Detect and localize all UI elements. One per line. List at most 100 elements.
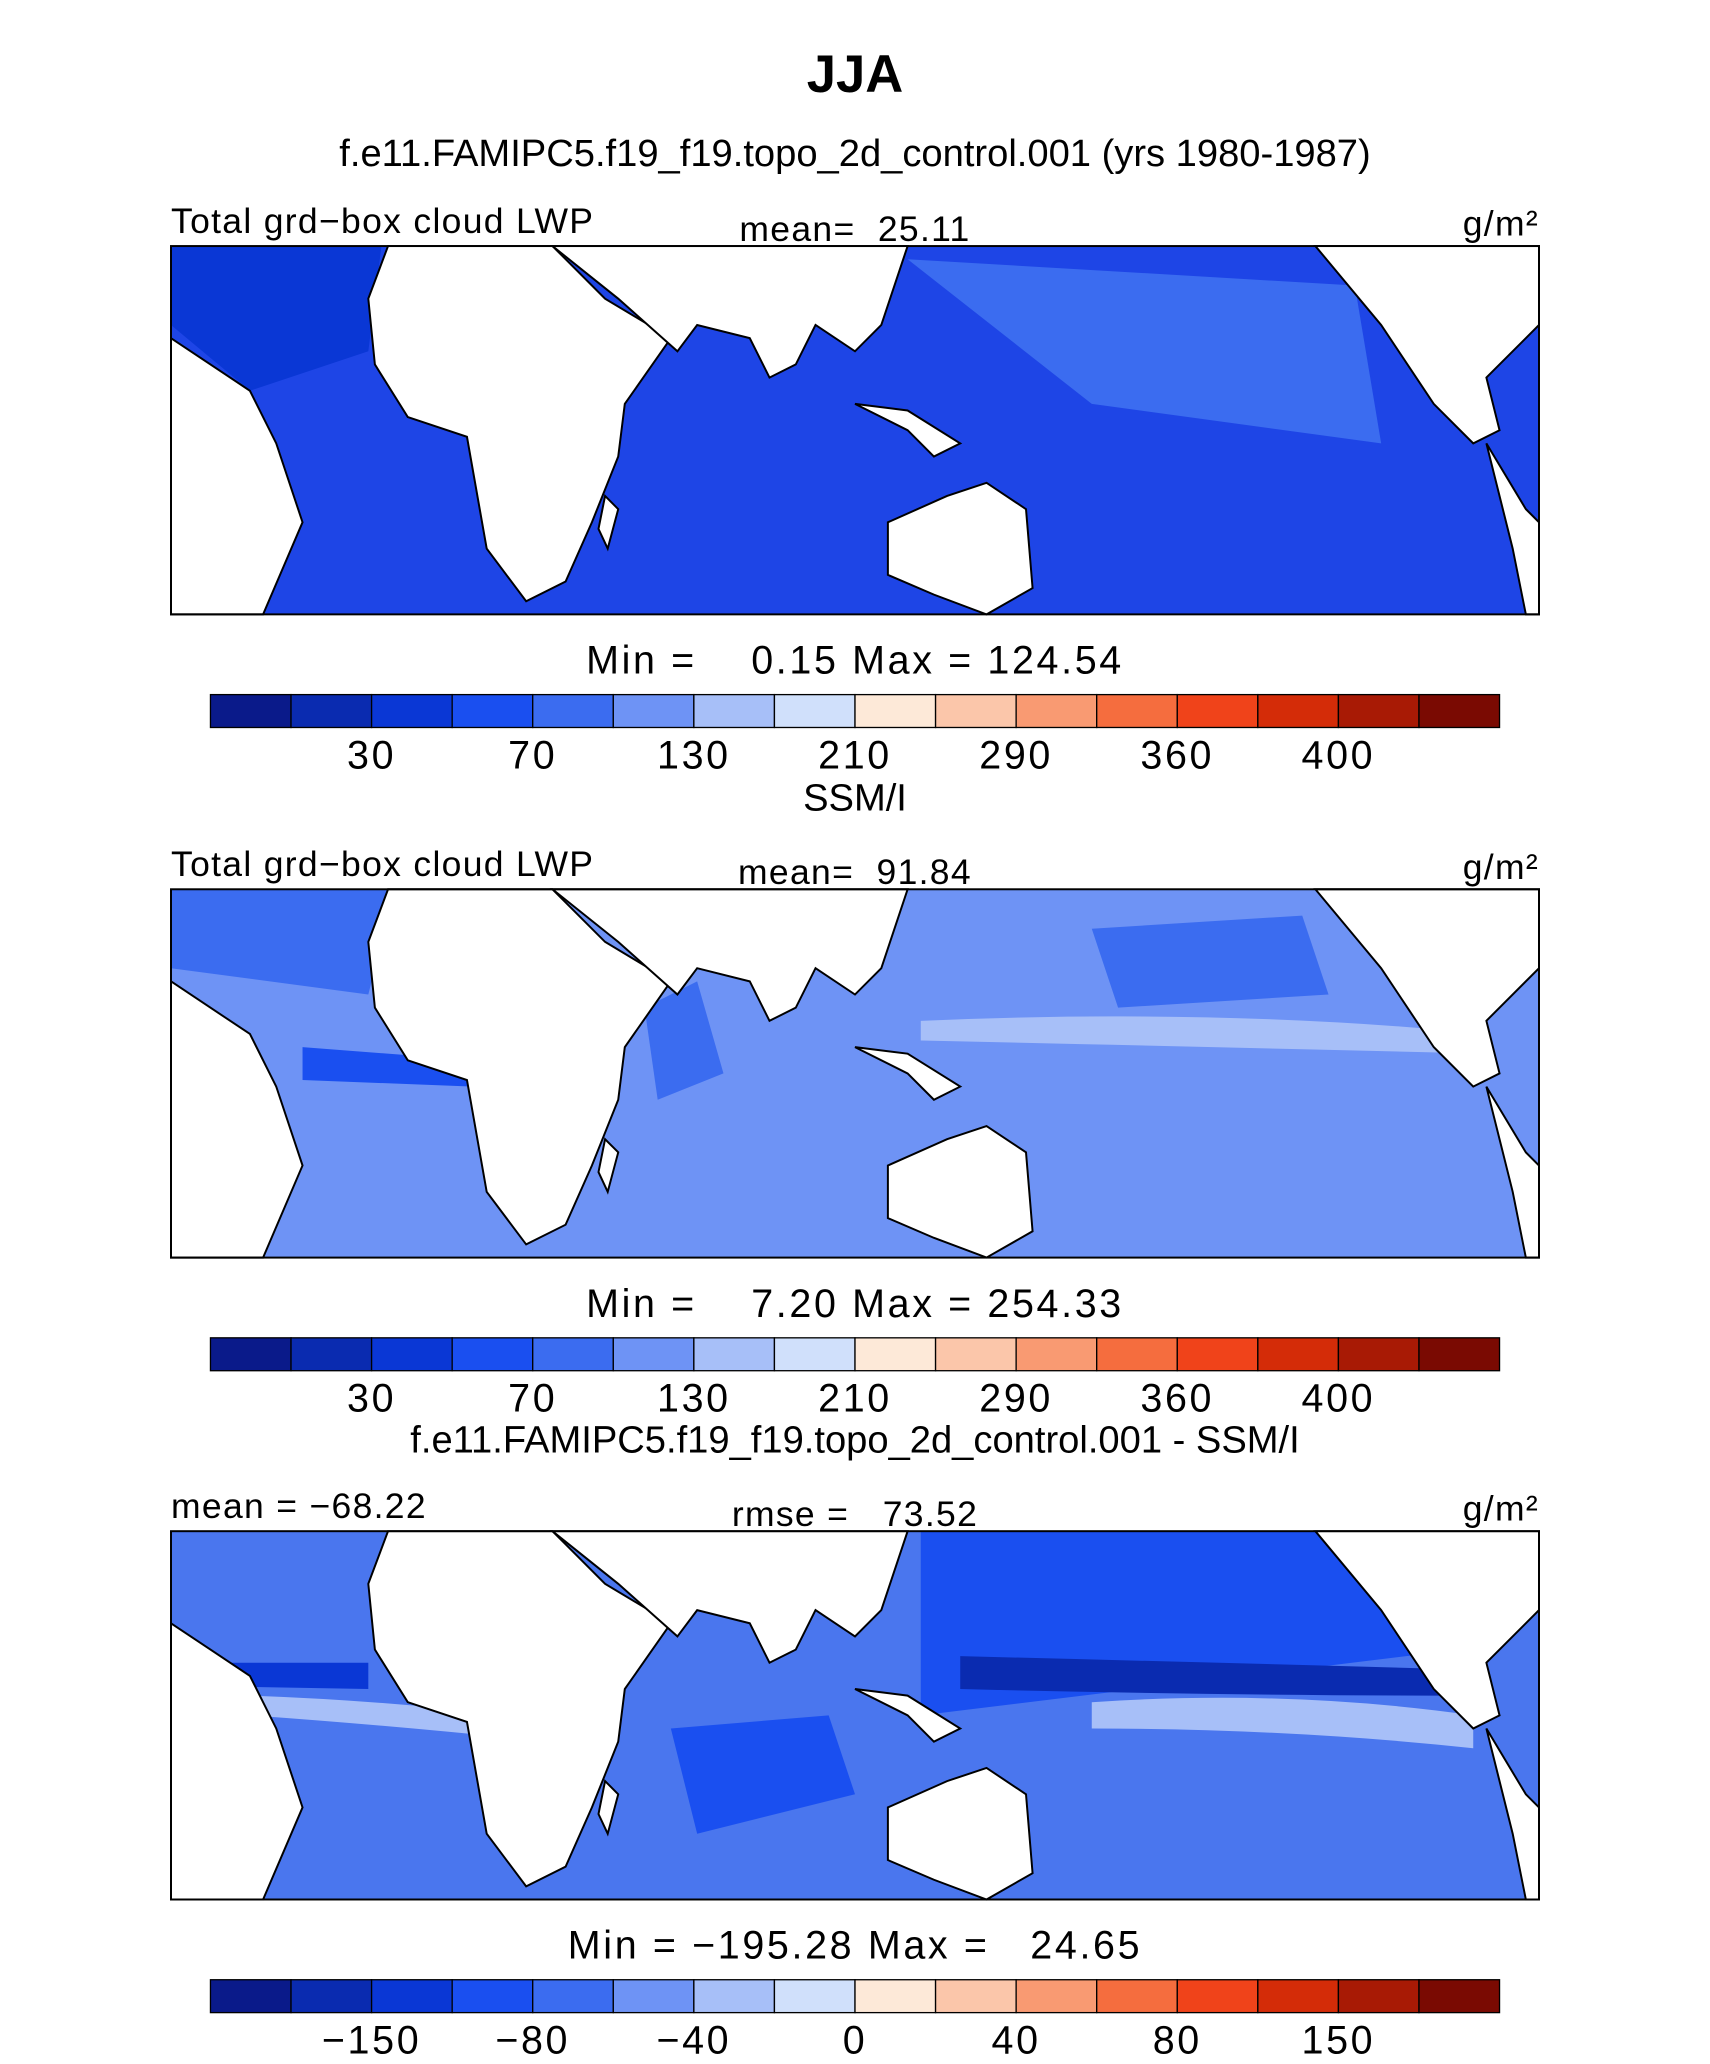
map [170, 245, 1540, 616]
min-max: Min = −195.28 Max = 24.65 [568, 1924, 1142, 1968]
land [886, 1124, 1034, 1259]
colorbar-box [1015, 693, 1098, 729]
colorbar-box [693, 693, 776, 729]
colorbar-box [1096, 1979, 1178, 2014]
colorbar-box [1418, 1337, 1501, 1372]
colorbar-label: 400 [1302, 1376, 1376, 1420]
contour-region [907, 259, 1382, 444]
panel-center-label: mean= 25.11 [739, 209, 970, 249]
colorbar-box [290, 1337, 373, 1372]
colorbar-label: 130 [657, 1376, 731, 1420]
contour-region [670, 1715, 855, 1834]
land [597, 1779, 620, 1837]
colorbar-box [1096, 1337, 1178, 1372]
colorbar-box [532, 1337, 614, 1372]
colorbar-label: 210 [818, 733, 892, 777]
colorbar-box [370, 693, 453, 729]
colorbar-label: 360 [1140, 1376, 1214, 1420]
colorbar-box [1257, 693, 1340, 729]
panel-heading: SSM/I [803, 776, 907, 819]
colorbar-box [1418, 1979, 1501, 2014]
colorbar-box [854, 1337, 937, 1372]
land [549, 245, 909, 379]
panel-center-label: rmse = 73.52 [732, 1494, 978, 1534]
colorbar-box [1176, 1979, 1259, 2014]
map-frame [170, 1530, 1540, 1901]
panel-center-label: mean= 91.84 [738, 852, 972, 892]
panel-heading: f.e11.FAMIPC5.f19_f19.topo_2d_control.00… [339, 132, 1370, 175]
panel-left-label: mean = −68.22 [171, 1486, 427, 1526]
colorbar-label: 290 [979, 733, 1053, 777]
colorbar-box [532, 693, 614, 729]
land [597, 493, 620, 552]
colorbar-box [612, 1337, 695, 1372]
colorbar-box [209, 1337, 292, 1372]
panel-units: g/m² [1463, 1489, 1539, 1529]
land [886, 481, 1034, 616]
colorbar-label: 400 [1302, 733, 1376, 777]
colorbar-box [773, 693, 856, 729]
land [597, 1137, 620, 1195]
colorbar-box [693, 1337, 776, 1372]
figure-title: JJA [807, 45, 904, 104]
contour-region [171, 246, 382, 391]
colorbar-label: 130 [657, 733, 731, 777]
land [886, 1766, 1034, 1901]
colorbar-box [532, 1979, 614, 2014]
colorbar-box [451, 693, 534, 729]
colorbar-label: 290 [979, 1376, 1053, 1420]
map-frame [170, 888, 1540, 1259]
colorbar-label: 360 [1140, 733, 1214, 777]
colorbar-box [1337, 693, 1420, 729]
map [170, 1530, 1540, 1901]
land [854, 402, 963, 458]
colorbar-label: 70 [508, 1376, 557, 1420]
contour-region [644, 981, 724, 1100]
colorbar-box [1015, 1337, 1098, 1372]
colorbar-box [934, 1337, 1017, 1372]
colorbar-box [693, 1979, 776, 2014]
panel-left-label: Total grd−box cloud LWP [171, 844, 594, 884]
land [854, 1046, 963, 1101]
land [549, 888, 909, 1023]
contour-region [960, 1656, 1461, 1696]
colorbar-box [1337, 1979, 1420, 2014]
colorbar-label: 40 [992, 2018, 1041, 2062]
panel-units: g/m² [1463, 204, 1539, 244]
colorbar-label: 70 [508, 733, 557, 777]
colorbar-box [1015, 1979, 1098, 2014]
colorbar-label: 30 [347, 733, 396, 777]
colorbar-label: −40 [656, 2018, 731, 2062]
panel-left-label: Total grd−box cloud LWP [171, 201, 594, 241]
colorbar-box [290, 693, 373, 729]
colorbar-label: 80 [1153, 2018, 1202, 2062]
colorbar-box [209, 1979, 292, 2014]
colorbar-label: 150 [1302, 2018, 1376, 2062]
panel-units: g/m² [1463, 847, 1539, 887]
colorbar-label: 210 [818, 1376, 892, 1420]
min-max: Min = 7.20 Max = 254.33 [586, 1282, 1124, 1326]
land [367, 1530, 673, 1888]
colorbar-box [370, 1337, 453, 1372]
map [170, 888, 1540, 1259]
colorbar-box [854, 693, 937, 729]
colorbar-box [290, 1979, 373, 2014]
colorbar-box [1257, 1979, 1340, 2014]
colorbar-box [612, 1979, 695, 2014]
contour-region [223, 1662, 369, 1690]
colorbar-box [1176, 1337, 1259, 1372]
contour-region [171, 889, 395, 995]
colorbar-box [1176, 693, 1259, 729]
colorbar-label: −80 [495, 2018, 570, 2062]
panel-heading: f.e11.FAMIPC5.f19_f19.topo_2d_control.00… [410, 1418, 1299, 1461]
colorbar-box [451, 1337, 534, 1372]
contour-region [1091, 1697, 1474, 1749]
min-max: Min = 0.15 Max = 124.54 [586, 639, 1124, 683]
colorbar-box [934, 1979, 1017, 2014]
land [854, 1688, 963, 1743]
colorbar-box [1257, 1337, 1340, 1372]
land [549, 1530, 909, 1665]
colorbar-box [773, 1337, 856, 1372]
